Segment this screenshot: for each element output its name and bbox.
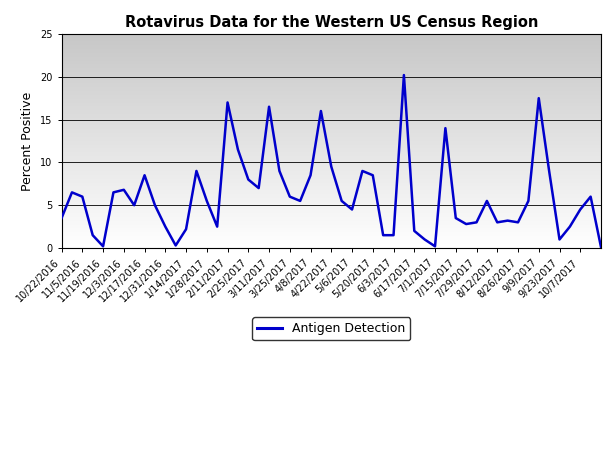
Legend: Antigen Detection: Antigen Detection <box>252 317 410 340</box>
Y-axis label: Percent Positive: Percent Positive <box>22 91 34 191</box>
Title: Rotavirus Data for the Western US Census Region: Rotavirus Data for the Western US Census… <box>124 15 538 30</box>
